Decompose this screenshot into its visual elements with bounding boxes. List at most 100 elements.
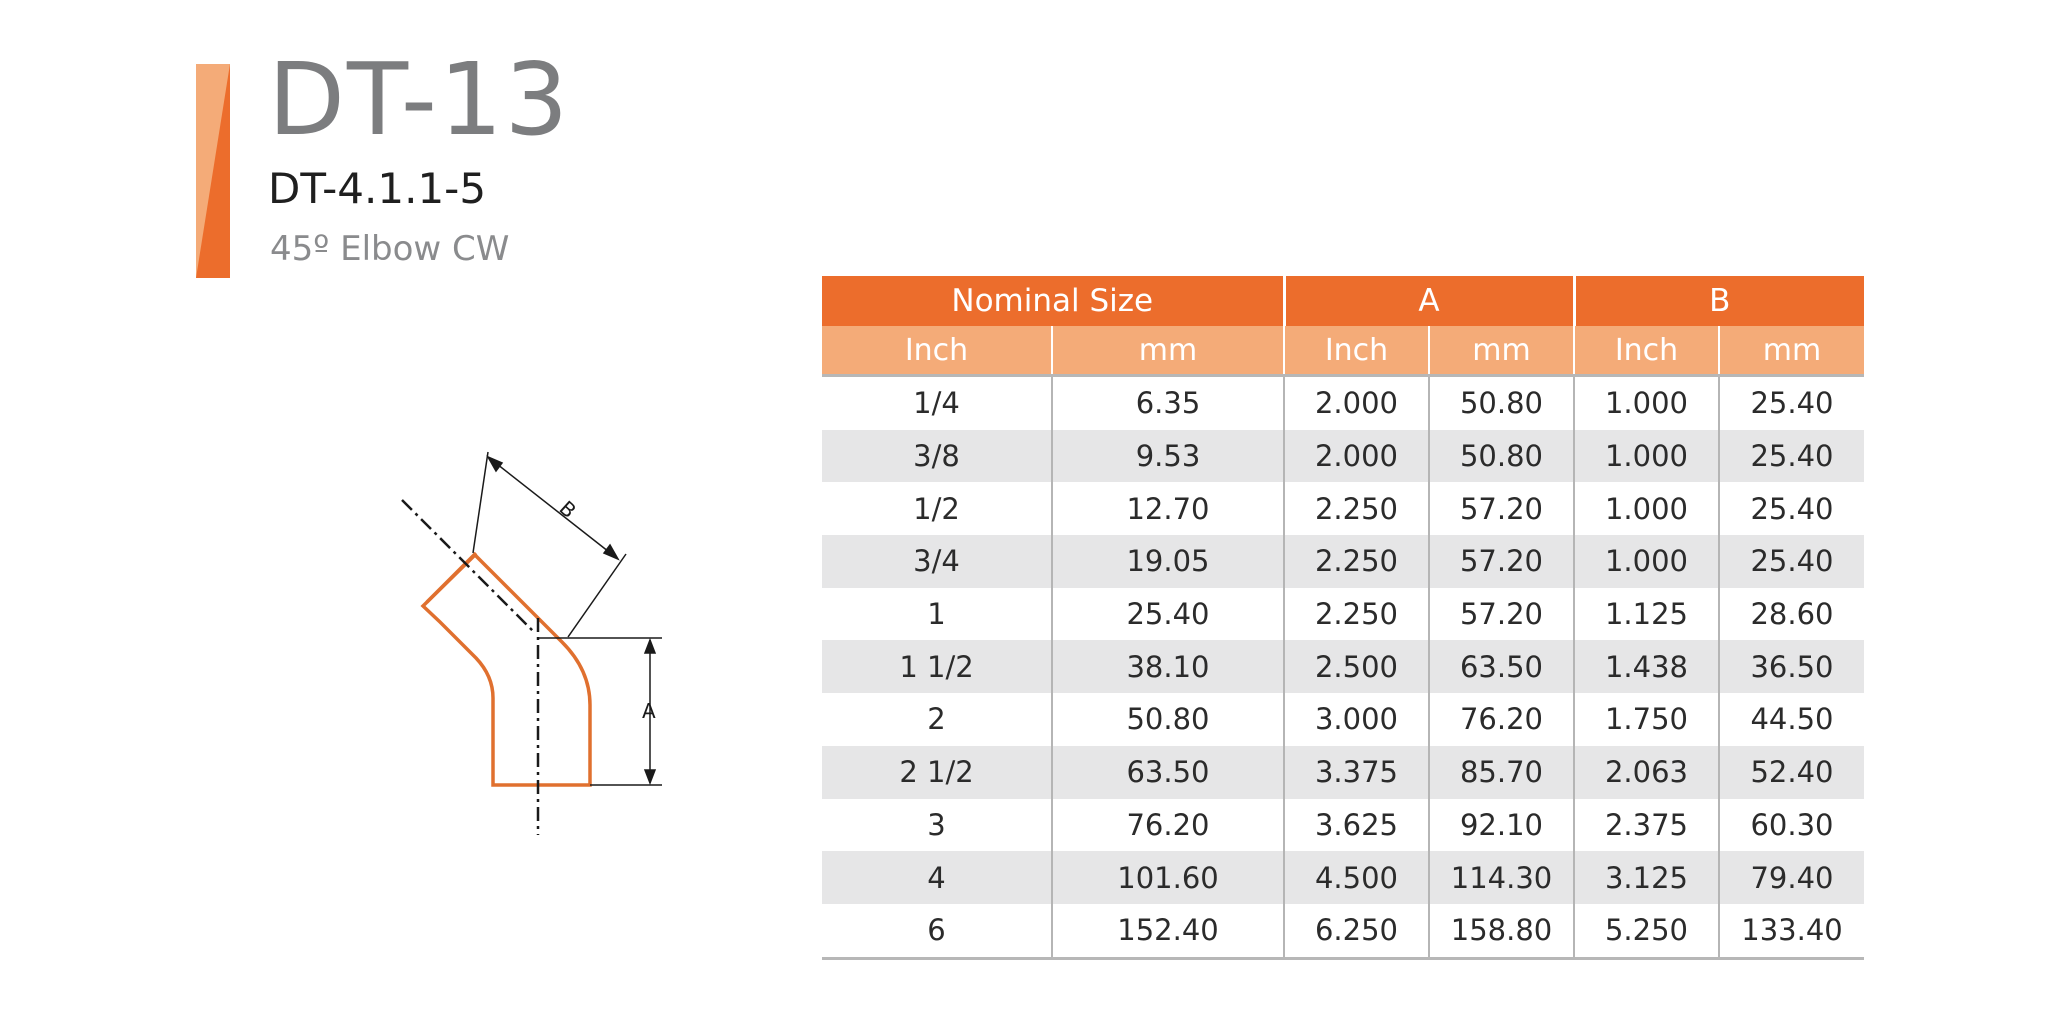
cell-b-mm: 52.40 [1718, 745, 1864, 799]
group-header-b: B [1572, 276, 1864, 326]
unit-header-nominal-inch: Inch [822, 326, 1052, 377]
cell-a-inch: 2.250 [1283, 587, 1429, 641]
cell-a-mm: 114.30 [1428, 851, 1574, 904]
dimension-a-label: A [642, 699, 656, 723]
product-subcode: DT-4.1.1-5 [268, 164, 487, 213]
cell-b-inch: 1.000 [1573, 429, 1719, 483]
group-header-nominal-size: Nominal Size [822, 276, 1284, 326]
cell-a-mm: 76.20 [1428, 693, 1574, 746]
cell-b-mm: 25.40 [1718, 482, 1864, 536]
group-header-a: A [1282, 276, 1574, 326]
unit-header-a-mm: mm [1428, 326, 1574, 377]
cell-a-mm: 50.80 [1428, 429, 1574, 483]
cell-nominal-mm: 76.20 [1051, 798, 1284, 852]
table-row: 4 101.60 4.500 114.30 3.125 79.40 [822, 851, 1864, 904]
cell-a-inch: 2.250 [1283, 482, 1429, 536]
cell-a-inch: 3.375 [1283, 745, 1429, 799]
table-row: 3/8 9.53 2.000 50.80 1.000 25.40 [822, 429, 1864, 483]
table-row: 1/4 6.35 2.000 50.80 1.000 25.40 [822, 375, 1864, 430]
cell-nominal-inch: 3/8 [822, 429, 1052, 483]
cell-b-inch: 1.000 [1573, 535, 1719, 588]
centerline-angled [401, 499, 536, 634]
cell-nominal-mm: 50.80 [1051, 693, 1284, 746]
cell-b-mm: 44.50 [1718, 693, 1864, 746]
table-row: 1/2 12.70 2.250 57.20 1.000 25.40 [822, 482, 1864, 536]
cell-nominal-inch: 6 [822, 903, 1052, 960]
cell-a-inch: 2.250 [1283, 535, 1429, 588]
cell-a-mm: 85.70 [1428, 745, 1574, 799]
cell-b-inch: 1.438 [1573, 640, 1719, 694]
table-group-header: Nominal Size A B [822, 276, 1864, 326]
elbow-drawing: A B [380, 440, 680, 860]
cell-a-inch: 4.500 [1283, 851, 1429, 904]
cell-b-inch: 1.000 [1573, 375, 1719, 430]
table-row: 6 152.40 6.250 158.80 5.250 133.40 [822, 903, 1864, 960]
cell-nominal-inch: 2 1/2 [822, 745, 1052, 799]
cell-nominal-mm: 101.60 [1051, 851, 1284, 904]
cell-nominal-mm: 12.70 [1051, 482, 1284, 536]
table-row: 3 76.20 3.625 92.10 2.375 60.30 [822, 798, 1864, 852]
cell-a-mm: 57.20 [1428, 482, 1574, 536]
cell-nominal-mm: 38.10 [1051, 640, 1284, 694]
dimension-table: Nominal Size A B Inch mm Inch mm Inch mm… [822, 276, 1864, 960]
unit-header-b-mm: mm [1718, 326, 1864, 377]
product-name: 45º Elbow CW [270, 229, 510, 269]
cell-nominal-inch: 2 [927, 702, 946, 737]
cell-a-mm: 57.20 [1428, 535, 1574, 588]
cell-a-mm: 50.80 [1428, 375, 1574, 430]
accent-bar [196, 64, 230, 278]
cell-b-inch: 1.750 [1573, 693, 1719, 746]
cell-a-mm: 57.20 [1428, 587, 1574, 641]
table-row: 2 50.80 3.000 76.20 1.750 44.50 [822, 693, 1864, 746]
cell-a-mm: 158.80 [1428, 903, 1574, 960]
dimension-b-label: B [555, 496, 581, 523]
cell-b-mm: 133.40 [1718, 903, 1864, 960]
cell-a-inch: 3.625 [1283, 798, 1429, 852]
cell-b-mm: 25.40 [1718, 429, 1864, 483]
cell-a-inch: 2.000 [1283, 429, 1429, 483]
cell-nominal-inch: 1 1/2 [822, 640, 1052, 694]
cell-b-mm: 25.40 [1718, 375, 1864, 430]
cell-nominal-inch: 1/4 [913, 386, 960, 421]
product-code: DT-13 [268, 41, 571, 158]
cell-nominal-mm: 6.35 [1051, 375, 1284, 430]
cell-nominal-mm: 63.50 [1051, 745, 1284, 799]
cell-b-mm: 25.40 [1718, 535, 1864, 588]
table-row: 3/4 19.05 2.250 57.20 1.000 25.40 [822, 535, 1864, 588]
cell-nominal-inch: 1/2 [913, 491, 960, 526]
cell-a-mm: 63.50 [1428, 640, 1574, 694]
table-row: 1 1/2 38.10 2.500 63.50 1.438 36.50 [822, 640, 1864, 694]
cell-b-inch: 2.375 [1573, 798, 1719, 852]
cell-b-mm: 79.40 [1718, 851, 1864, 904]
unit-header-nominal-mm: mm [1051, 326, 1284, 377]
cell-nominal-mm: 19.05 [1051, 535, 1284, 588]
cell-b-inch: 3.125 [1573, 851, 1719, 904]
cell-a-inch: 6.250 [1283, 903, 1429, 960]
cell-a-inch: 2.000 [1283, 375, 1429, 430]
cell-nominal-inch: 3 [927, 807, 946, 842]
dimension-a-line [538, 637, 662, 786]
cell-a-inch: 2.500 [1283, 640, 1429, 694]
table-row: 2 1/2 63.50 3.375 85.70 2.063 52.40 [822, 745, 1864, 799]
unit-header-b-inch: Inch [1573, 326, 1719, 377]
dimension-b-line [472, 451, 627, 638]
cell-a-inch: 3.000 [1283, 693, 1429, 746]
cell-b-inch: 1.000 [1573, 482, 1719, 536]
unit-header-a-inch: Inch [1283, 326, 1429, 377]
cell-nominal-inch: 4 [822, 851, 1052, 904]
cell-nominal-mm: 25.40 [1051, 587, 1284, 641]
cell-b-mm: 36.50 [1718, 640, 1864, 694]
table-row: 1 25.40 2.250 57.20 1.125 28.60 [822, 587, 1864, 641]
cell-b-mm: 28.60 [1718, 587, 1864, 641]
cell-b-mm: 60.30 [1718, 798, 1864, 852]
cell-b-inch: 5.250 [1573, 903, 1719, 960]
cell-nominal-mm: 152.40 [1051, 903, 1284, 960]
cell-nominal-inch: 3/4 [822, 535, 1052, 588]
cell-b-inch: 1.125 [1573, 587, 1719, 641]
cell-nominal-mm: 9.53 [1051, 429, 1284, 483]
cell-nominal-inch: 1 [927, 597, 946, 632]
cell-a-mm: 92.10 [1428, 798, 1574, 852]
cell-b-inch: 2.063 [1573, 745, 1719, 799]
elbow-outline [420, 551, 592, 787]
table-unit-header: Inch mm Inch mm Inch mm [822, 326, 1864, 377]
